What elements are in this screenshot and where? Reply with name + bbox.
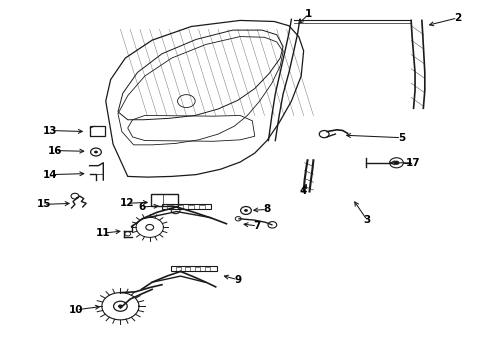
Text: 2: 2 <box>454 13 461 23</box>
Bar <box>175 267 180 271</box>
Text: 15: 15 <box>36 199 51 210</box>
Text: 17: 17 <box>406 158 421 168</box>
Circle shape <box>94 150 98 153</box>
Text: 4: 4 <box>300 186 307 197</box>
Text: 6: 6 <box>139 202 146 212</box>
Bar <box>195 267 200 271</box>
Text: 11: 11 <box>96 228 111 238</box>
Bar <box>162 204 211 210</box>
Bar <box>205 267 210 271</box>
Circle shape <box>118 305 123 308</box>
Text: 3: 3 <box>364 215 371 225</box>
Text: 8: 8 <box>263 204 270 215</box>
Bar <box>188 205 194 209</box>
Text: 5: 5 <box>398 133 405 143</box>
Text: 10: 10 <box>69 305 84 315</box>
Bar <box>177 205 183 209</box>
Bar <box>199 205 205 209</box>
Bar <box>171 266 217 271</box>
Text: 9: 9 <box>234 275 241 285</box>
Bar <box>90 126 105 136</box>
Text: 14: 14 <box>43 170 58 180</box>
Circle shape <box>244 209 248 212</box>
Bar <box>167 205 172 209</box>
Text: 13: 13 <box>43 126 58 135</box>
Circle shape <box>393 161 399 165</box>
Text: 12: 12 <box>120 198 134 208</box>
Text: 7: 7 <box>253 221 261 231</box>
Bar <box>185 267 190 271</box>
Bar <box>151 194 178 206</box>
Text: 1: 1 <box>305 9 312 19</box>
Text: 16: 16 <box>48 145 63 156</box>
